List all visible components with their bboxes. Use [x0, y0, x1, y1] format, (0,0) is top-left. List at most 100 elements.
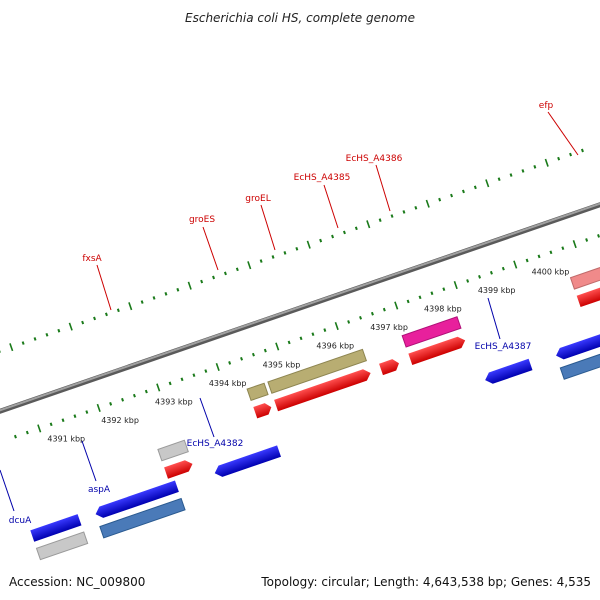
major-tick: [187, 281, 192, 290]
minor-tick: [57, 328, 61, 333]
gene-next-reverse[interactable]: [554, 331, 600, 361]
label-groEL: groEL: [245, 194, 270, 204]
major-tick: [425, 199, 430, 208]
minor-tick: [533, 165, 537, 169]
minor-tick: [240, 356, 244, 361]
major-tick: [96, 403, 101, 412]
minor-tick: [390, 214, 394, 218]
major-tick: [334, 321, 339, 331]
minor-tick: [180, 377, 184, 382]
minor-tick: [49, 422, 53, 427]
minor-tick: [406, 299, 410, 304]
gene-aspA-annotation[interactable]: [99, 497, 186, 539]
minor-tick: [478, 275, 482, 279]
minor-tick: [370, 311, 374, 316]
gene-EcHS_A4386[interactable]: [408, 335, 467, 365]
label-efp: efp: [539, 101, 554, 111]
minor-tick: [259, 259, 263, 263]
minor-tick: [585, 238, 589, 242]
label-groES: groES: [189, 215, 215, 225]
scale-label: 4396 kbp: [316, 342, 354, 351]
gene-EcHS_A4385[interactable]: [379, 358, 401, 376]
minor-tick: [501, 266, 505, 271]
major-tick: [275, 342, 280, 351]
minor-tick: [176, 287, 180, 292]
gene-EcHS_A4387[interactable]: [483, 358, 533, 386]
forward-scale-ticks: [0, 148, 584, 353]
major-tick: [306, 240, 311, 249]
minor-tick: [525, 258, 529, 263]
scale-label: 4397 kbp: [370, 323, 408, 332]
minor-tick: [295, 246, 299, 251]
major-tick: [37, 424, 42, 433]
minor-tick: [450, 193, 454, 198]
minor-tick: [430, 291, 434, 296]
minor-tick: [85, 410, 89, 414]
gene-efp-annotation[interactable]: [569, 257, 600, 290]
scale-label: 4398 kbp: [424, 305, 462, 314]
forward-strand-features: [157, 257, 600, 479]
minor-tick: [13, 434, 17, 439]
minor-tick: [192, 373, 196, 378]
scale-label: 4400 kbp: [532, 268, 570, 277]
gene-dcuA-annotation[interactable]: [35, 531, 89, 561]
gene-aspA[interactable]: [94, 480, 179, 520]
gene-groEL-annotation[interactable]: [267, 348, 368, 394]
label-aspA: aspA: [88, 485, 111, 495]
map-title: Escherichia coli HS, complete genome: [185, 11, 415, 25]
major-tick: [215, 362, 220, 372]
gene-fxsA-annotation[interactable]: [157, 439, 189, 462]
major-tick: [366, 220, 371, 229]
minor-tick: [235, 267, 239, 272]
major-tick: [453, 281, 458, 290]
minor-tick: [104, 312, 108, 317]
minor-tick: [168, 381, 172, 386]
minor-tick: [251, 352, 255, 357]
minor-tick: [45, 332, 49, 337]
minor-tick: [109, 402, 113, 406]
minor-tick: [342, 230, 346, 235]
minor-tick: [132, 393, 136, 398]
minor-tick: [497, 177, 501, 181]
gene-groEL[interactable]: [274, 367, 372, 412]
minor-tick: [140, 300, 144, 304]
gene-next-reverse-annotation[interactable]: [559, 348, 600, 380]
gene-efp[interactable]: [576, 276, 600, 308]
gene-EcHS_A4382[interactable]: [213, 445, 281, 478]
minor-tick: [311, 332, 315, 337]
minor-tick: [121, 397, 125, 402]
minor-tick: [461, 189, 465, 194]
scale-label: 4399 kbp: [478, 286, 516, 295]
minor-tick: [466, 279, 470, 283]
major-tick: [485, 179, 490, 188]
label-fxsA: fxsA: [82, 254, 102, 264]
minor-tick: [473, 185, 477, 190]
label-EcHS_A4382: EcHS_A4382: [187, 439, 244, 449]
gene-EcHS_A4386-annotation[interactable]: [401, 316, 462, 348]
minor-tick: [569, 152, 573, 157]
gene-dcuA[interactable]: [30, 514, 82, 542]
gene-groES[interactable]: [253, 401, 273, 419]
genome-backbone: [0, 202, 600, 414]
minor-tick: [557, 156, 561, 161]
reverse-scale-ticks: [13, 234, 600, 439]
reverse-strand-features: [30, 331, 600, 561]
minor-tick: [382, 307, 386, 312]
major-tick: [513, 260, 518, 269]
scale-label: 4394 kbp: [209, 379, 247, 388]
minor-tick: [33, 337, 37, 341]
major-tick: [247, 261, 252, 270]
minor-tick: [402, 210, 406, 214]
major-tick: [156, 383, 161, 392]
gene-groES-annotation[interactable]: [246, 382, 269, 402]
minor-tick: [489, 270, 493, 275]
minor-tick: [287, 340, 291, 345]
minor-tick: [212, 275, 216, 280]
minor-tick: [378, 218, 382, 222]
minor-tick: [25, 430, 29, 435]
scale-label: 4395 kbp: [263, 360, 301, 369]
gene-fxsA[interactable]: [164, 458, 194, 479]
minor-tick: [442, 287, 446, 291]
major-tick: [572, 240, 577, 249]
